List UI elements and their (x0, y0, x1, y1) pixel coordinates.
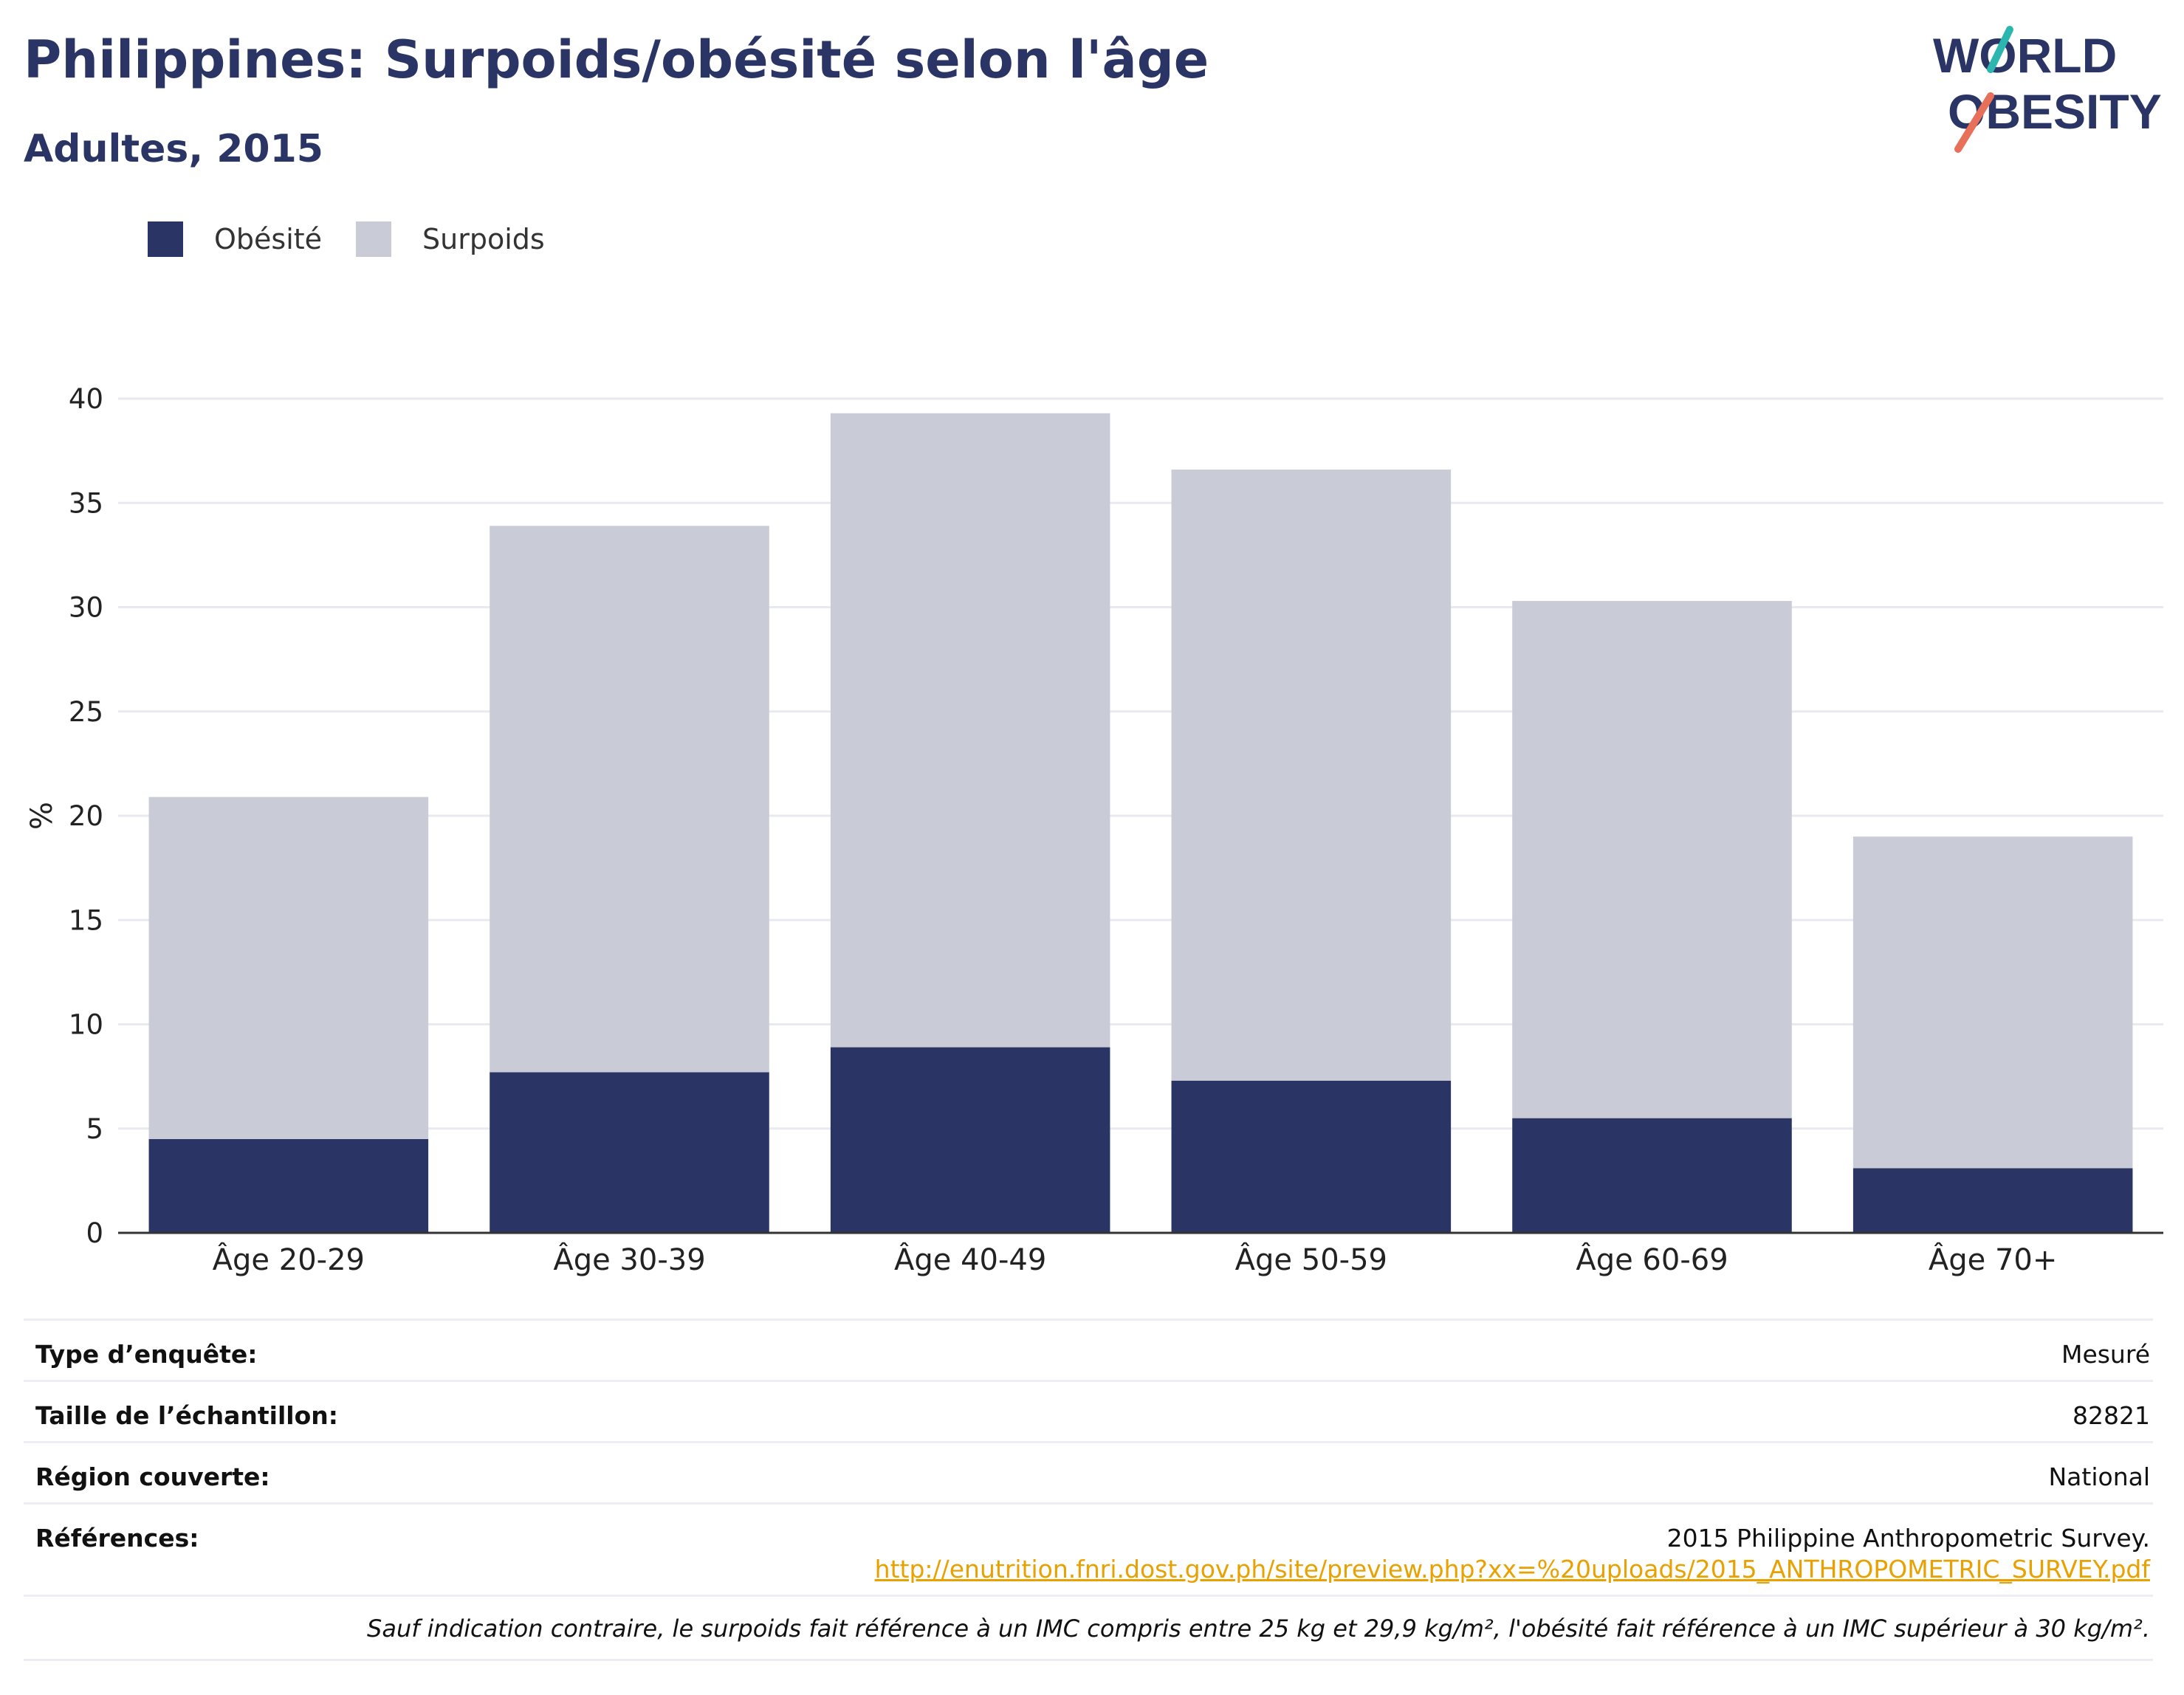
references-label: Références: (35, 1524, 199, 1553)
y-tick-label: 10 (69, 1009, 103, 1041)
logo-slash-teal (1987, 26, 2013, 73)
y-tick-label: 5 (86, 1113, 103, 1145)
y-tick-label: 0 (86, 1217, 103, 1249)
sample-size-label: Taille de l’échantillon: (35, 1401, 338, 1430)
bar-overweight-0[interactable] (148, 797, 429, 1139)
info-row-note: Sauf indication contraire, le surpoids f… (24, 1595, 2153, 1661)
x-tick-label: Âge 60-69 (1576, 1242, 1728, 1277)
bar-overweight-3[interactable] (1171, 470, 1452, 1081)
region-value: National (2048, 1462, 2150, 1491)
logo-text-world: WORLD (1933, 28, 2117, 83)
x-tick-label: Âge 20-29 (213, 1242, 365, 1277)
info-row-references: Références: 2015 Philippine Anthropometr… (24, 1502, 2153, 1595)
bar-chart: 0 5 10 15 20 25 30 35 40% Âge 20-29 Âge 30-39 Âge 4… (25, 383, 2163, 1277)
y-axis-label: % (25, 802, 59, 830)
bar-overweight-5[interactable] (1852, 836, 2133, 1169)
definition-note: Sauf indication contraire, le surpoids f… (367, 1615, 2150, 1643)
references-value: 2015 Philippine Anthropometric Survey. (1666, 1524, 2150, 1553)
logo-slash-coral (1954, 92, 1994, 153)
region-label: Région couverte: (35, 1462, 270, 1491)
references-link[interactable]: http://enutrition.fnri.dost.gov.ph/site/… (874, 1555, 2150, 1584)
info-row-survey-type: Type d’enquête: Mesuré (24, 1318, 2153, 1380)
info-row-region: Région couverte: National (24, 1441, 2153, 1502)
legend-swatch-overweight (356, 221, 391, 257)
x-tick-label: Âge 50-59 (1235, 1242, 1387, 1277)
y-tick-label: 25 (69, 696, 103, 728)
y-tick-label: 30 (69, 592, 103, 624)
bar-overweight-4[interactable] (1512, 601, 1792, 1118)
bar-overweight-2[interactable] (830, 413, 1110, 1048)
bar-obesity-0[interactable] (148, 1138, 429, 1233)
info-row-sample-size: Taille de l’échantillon: 82821 (24, 1380, 2153, 1441)
survey-type-label: Type d’enquête: (35, 1340, 258, 1369)
info-table: Type d’enquête: Mesuré Taille de l’échan… (24, 1318, 2153, 1661)
x-tick-label: Âge 70+ (1929, 1242, 2058, 1277)
bar-obesity-4[interactable] (1512, 1118, 1792, 1233)
page-subtitle: Adultes, 2015 (24, 127, 323, 171)
bar-obesity-5[interactable] (1852, 1168, 2133, 1233)
sample-size-value: 82821 (2073, 1401, 2150, 1430)
y-tick-label: 35 (69, 487, 103, 519)
page-title: Philippines: Surpoids/obésité selon l'âg… (24, 30, 1209, 90)
world-obesity-logo: WORLD OBESITY (1933, 26, 2162, 153)
bar-obesity-3[interactable] (1171, 1080, 1452, 1233)
legend-swatch-obesity (148, 221, 183, 257)
survey-type-value: Mesuré (2061, 1340, 2150, 1369)
bar-obesity-2[interactable] (830, 1047, 1110, 1233)
bar-overweight-1[interactable] (490, 526, 769, 1073)
bar-obesity-1[interactable] (490, 1072, 769, 1233)
legend-label-obesity: Obésité (214, 223, 323, 255)
x-tick-label: Âge 40-49 (894, 1242, 1046, 1277)
legend-label-overweight: Surpoids (422, 223, 545, 255)
y-tick-label: 15 (69, 904, 103, 936)
y-tick-label: 20 (69, 800, 103, 832)
x-tick-label: Âge 30-39 (553, 1242, 705, 1277)
y-tick-label: 40 (69, 383, 103, 415)
